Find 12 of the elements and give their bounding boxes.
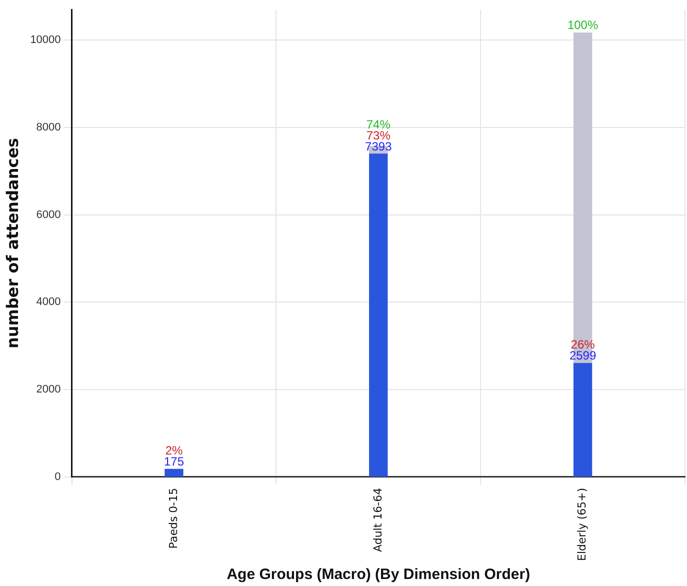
y-tick-label: 10000 bbox=[30, 34, 61, 46]
x-axis-title: Age Groups (Macro) (By Dimension Order) bbox=[226, 566, 530, 584]
x-tick-label: Adult 16-64 bbox=[371, 488, 384, 552]
x-tick-label: Elderly (65+) bbox=[576, 488, 589, 561]
y-tick-label: 6000 bbox=[36, 208, 61, 221]
y-tick-label: 2000 bbox=[36, 384, 61, 396]
y-axis-title: number of attendances bbox=[2, 138, 22, 349]
y-tick-label: 8000 bbox=[36, 122, 61, 134]
y-tick-label: 0 bbox=[54, 470, 61, 483]
x-tick-label: Paeds 0-15 bbox=[166, 488, 180, 549]
y-tick-label: 4000 bbox=[36, 296, 61, 308]
annotation: 100% bbox=[567, 18, 598, 32]
